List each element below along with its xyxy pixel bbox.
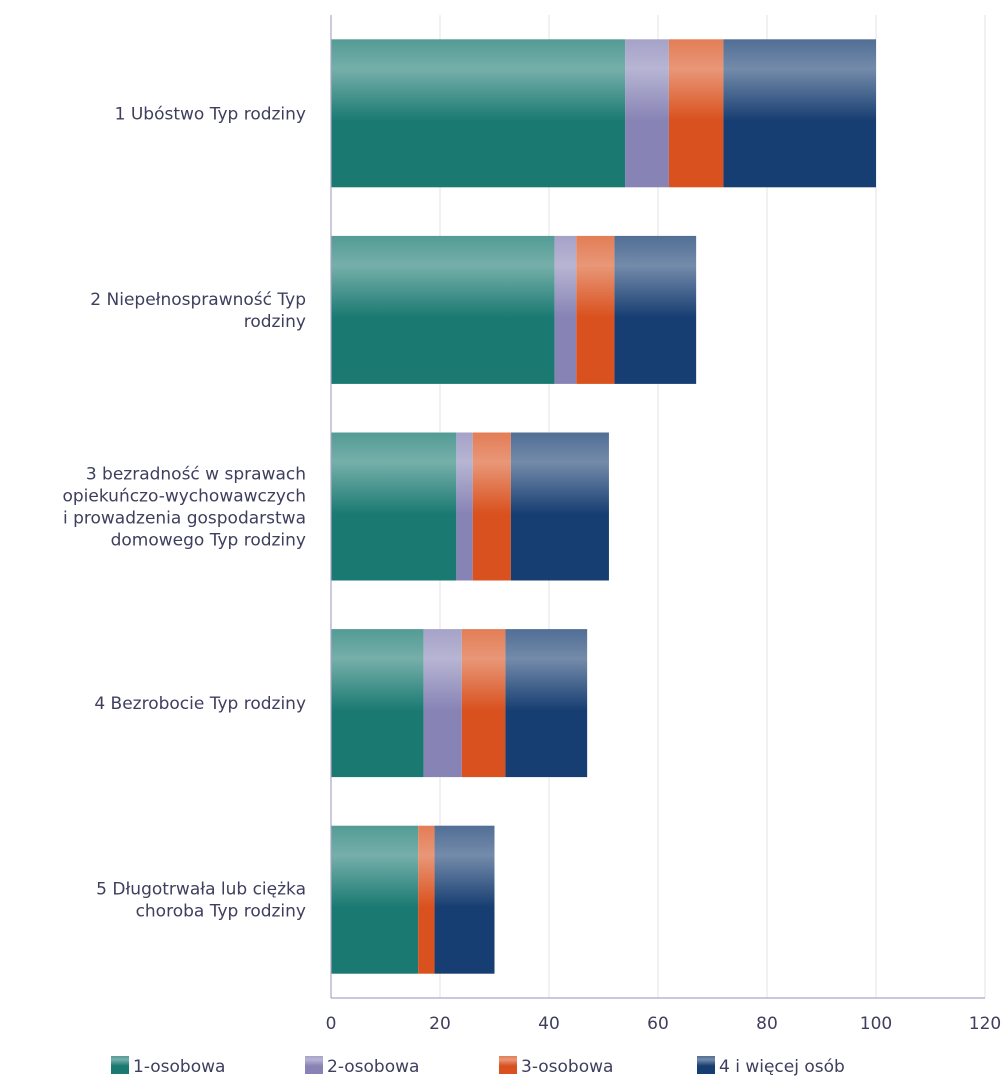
bar-segment[interactable] (614, 235, 697, 384)
legend-swatch (305, 1056, 323, 1074)
bar-segment[interactable] (723, 39, 876, 188)
legend[interactable]: 1-osobowa 2-osobowa 3-osobowa 4 i więcej os… (111, 1056, 845, 1077)
bar-segment[interactable] (418, 825, 435, 974)
x-tick-label: 80 (756, 1014, 778, 1034)
bar-segment[interactable] (331, 432, 457, 581)
legend-label: 1-osobowa (133, 1057, 225, 1077)
bar-segment[interactable] (668, 39, 724, 188)
legend-item[interactable]: 2-osobowa (305, 1056, 419, 1077)
legend-item[interactable]: 1-osobowa (111, 1056, 225, 1077)
x-axis-ticks: 0 20 40 60 80 100 120 (326, 1014, 1002, 1034)
bar-segment[interactable] (472, 432, 511, 581)
legend-item[interactable]: 4 i więcej osób (697, 1056, 845, 1077)
legend-swatch (111, 1056, 129, 1074)
bar-segment[interactable] (331, 825, 419, 974)
category-label: 4 Bezrobocie Typ rodziny (94, 694, 306, 714)
legend-label: 2-osobowa (327, 1057, 419, 1077)
category-label: 2 Niepełnosprawność Typ rodziny (90, 290, 306, 332)
axes (330, 15, 985, 999)
bar-segment[interactable] (576, 235, 615, 384)
bar-segment[interactable] (456, 432, 473, 581)
legend-item[interactable]: 3-osobowa (499, 1056, 613, 1077)
bar-segment[interactable] (510, 432, 609, 581)
category-labels: 1 Ubóstwo Typ rodziny 2 Niepełnosprawność… (62, 104, 306, 921)
legend-label: 4 i więcej osób (719, 1057, 845, 1077)
x-tick-label: 20 (429, 1014, 451, 1034)
x-tick-label: 120 (969, 1014, 1001, 1034)
x-tick-label: 100 (860, 1014, 892, 1034)
bar-segment[interactable] (331, 235, 555, 384)
category-label: 3 bezradność w sprawach opiekuńczo-wychow… (62, 465, 306, 551)
bars (331, 39, 876, 974)
x-tick-label: 60 (647, 1014, 669, 1034)
bar-segment[interactable] (505, 629, 588, 778)
bar-segment[interactable] (461, 629, 506, 778)
bar-segment[interactable] (554, 235, 577, 384)
bar-segment[interactable] (625, 39, 669, 188)
legend-swatch (499, 1056, 517, 1074)
bar-segment[interactable] (331, 629, 424, 778)
x-tick-label: 40 (538, 1014, 560, 1034)
legend-label: 3-osobowa (521, 1057, 613, 1077)
bar-segment[interactable] (423, 629, 462, 778)
bar-segment[interactable] (434, 825, 495, 974)
bar-segment[interactable] (331, 39, 626, 188)
x-tick-label: 0 (326, 1014, 337, 1034)
legend-swatch (697, 1056, 715, 1074)
category-label: 5 Długotrwała lub ciężka choroba Typ rodz… (96, 880, 306, 922)
category-label: 1 Ubóstwo Typ rodziny (115, 104, 306, 124)
